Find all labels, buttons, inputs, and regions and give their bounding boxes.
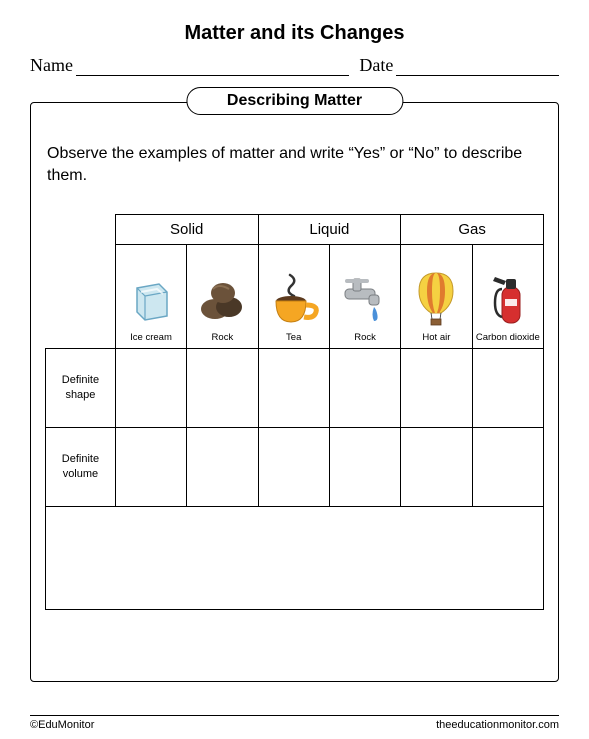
corner-empty — [46, 214, 116, 348]
item-label-tea: Tea — [261, 333, 327, 343]
page-title: Matter and its Changes — [30, 22, 559, 45]
footer: ©EduMonitor theeducationmonitor.com — [30, 715, 559, 731]
name-input-line[interactable] — [76, 57, 349, 76]
rock-icon — [197, 275, 247, 323]
item-label-rock: Rock — [189, 333, 255, 343]
col-header-solid: Solid — [115, 214, 258, 244]
answer-shape-hotair[interactable] — [401, 348, 472, 427]
answer-shape-icecream[interactable] — [115, 348, 186, 427]
footer-right: theeducationmonitor.com — [436, 719, 559, 731]
instructions-text: Observe the examples of matter and write… — [47, 143, 542, 188]
worksheet-box: Describing Matter Observe the examples o… — [30, 102, 559, 682]
answer-volume-faucet[interactable] — [329, 427, 400, 506]
extinguisher-icon — [489, 271, 527, 327]
date-input-line[interactable] — [396, 57, 559, 76]
answer-volume-co2[interactable] — [472, 427, 543, 506]
section-title-pill: Describing Matter — [186, 87, 403, 115]
tea-cup-icon — [268, 272, 320, 326]
row-label-volume: Definite volume — [46, 427, 116, 506]
footer-left: ©EduMonitor — [30, 719, 94, 731]
faucet-icon — [339, 273, 391, 325]
col-header-gas: Gas — [401, 214, 544, 244]
answer-volume-hotair[interactable] — [401, 427, 472, 506]
item-ice-cream: Ice cream — [115, 244, 186, 348]
item-label-faucet: Rock — [332, 333, 398, 343]
item-hot-air: Hot air — [401, 244, 472, 348]
item-tea: Tea — [258, 244, 329, 348]
answer-shape-tea[interactable] — [258, 348, 329, 427]
col-header-liquid: Liquid — [258, 214, 401, 244]
ice-cube-icon — [127, 274, 175, 324]
answer-shape-rock[interactable] — [187, 348, 258, 427]
item-label-hot-air: Hot air — [403, 333, 469, 343]
answer-shape-co2[interactable] — [472, 348, 543, 427]
item-rock: Rock — [187, 244, 258, 348]
balloon-icon — [415, 271, 457, 327]
item-faucet: Rock — [329, 244, 400, 348]
item-label-ice-cream: Ice cream — [118, 333, 184, 343]
answer-volume-tea[interactable] — [258, 427, 329, 506]
date-label: Date — [359, 55, 393, 76]
answer-volume-icecream[interactable] — [115, 427, 186, 506]
answer-shape-faucet[interactable] — [329, 348, 400, 427]
matter-table: Solid Liquid Gas Ice cream — [45, 214, 544, 610]
name-date-row: Name Date — [30, 55, 559, 76]
name-label: Name — [30, 55, 73, 76]
row-label-shape: Definite shape — [46, 348, 116, 427]
item-carbon-dioxide: Carbon dioxide — [472, 244, 543, 348]
notes-area[interactable] — [46, 506, 544, 609]
answer-volume-rock[interactable] — [187, 427, 258, 506]
item-label-co2: Carbon dioxide — [475, 333, 541, 343]
